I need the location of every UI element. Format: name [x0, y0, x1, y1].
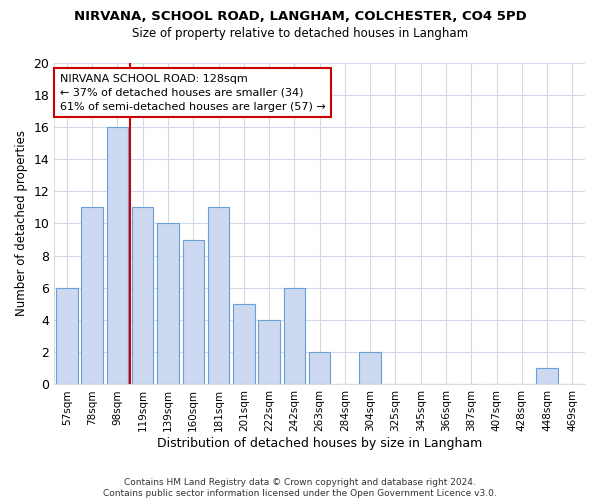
Bar — [56, 288, 77, 384]
Text: NIRVANA, SCHOOL ROAD, LANGHAM, COLCHESTER, CO4 5PD: NIRVANA, SCHOOL ROAD, LANGHAM, COLCHESTE… — [74, 10, 526, 23]
Bar — [82, 208, 103, 384]
Bar — [233, 304, 254, 384]
Text: NIRVANA SCHOOL ROAD: 128sqm
← 37% of detached houses are smaller (34)
61% of sem: NIRVANA SCHOOL ROAD: 128sqm ← 37% of det… — [59, 74, 325, 112]
Bar — [182, 240, 204, 384]
Text: Size of property relative to detached houses in Langham: Size of property relative to detached ho… — [132, 28, 468, 40]
Bar — [107, 127, 128, 384]
Y-axis label: Number of detached properties: Number of detached properties — [15, 130, 28, 316]
Bar — [284, 288, 305, 384]
Bar — [208, 208, 229, 384]
Text: Contains HM Land Registry data © Crown copyright and database right 2024.
Contai: Contains HM Land Registry data © Crown c… — [103, 478, 497, 498]
X-axis label: Distribution of detached houses by size in Langham: Distribution of detached houses by size … — [157, 437, 482, 450]
Bar — [259, 320, 280, 384]
Bar — [359, 352, 381, 384]
Bar — [132, 208, 154, 384]
Bar — [157, 224, 179, 384]
Bar — [536, 368, 558, 384]
Bar — [309, 352, 331, 384]
